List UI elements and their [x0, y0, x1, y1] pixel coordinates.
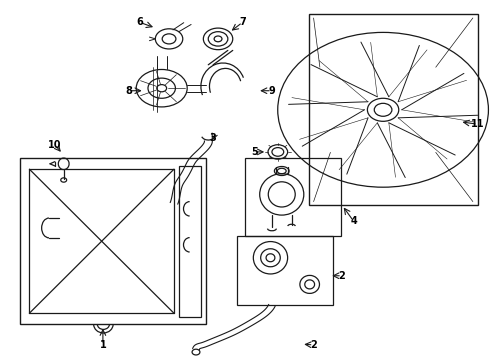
- Text: 9: 9: [269, 86, 275, 96]
- Bar: [309, 14, 478, 205]
- Bar: [179, 166, 201, 317]
- Bar: [20, 158, 206, 324]
- Text: 3: 3: [210, 132, 217, 143]
- Bar: [245, 158, 341, 236]
- Text: 2: 2: [310, 340, 317, 350]
- Text: 11: 11: [471, 119, 485, 129]
- Text: 5: 5: [251, 147, 258, 157]
- Text: 10: 10: [48, 140, 62, 150]
- Text: 7: 7: [239, 17, 246, 27]
- Text: 4: 4: [350, 216, 357, 226]
- Text: 2: 2: [339, 271, 345, 281]
- Text: 8: 8: [125, 86, 132, 96]
- Text: 6: 6: [136, 17, 143, 27]
- Bar: [237, 236, 333, 305]
- Text: 1: 1: [99, 340, 106, 350]
